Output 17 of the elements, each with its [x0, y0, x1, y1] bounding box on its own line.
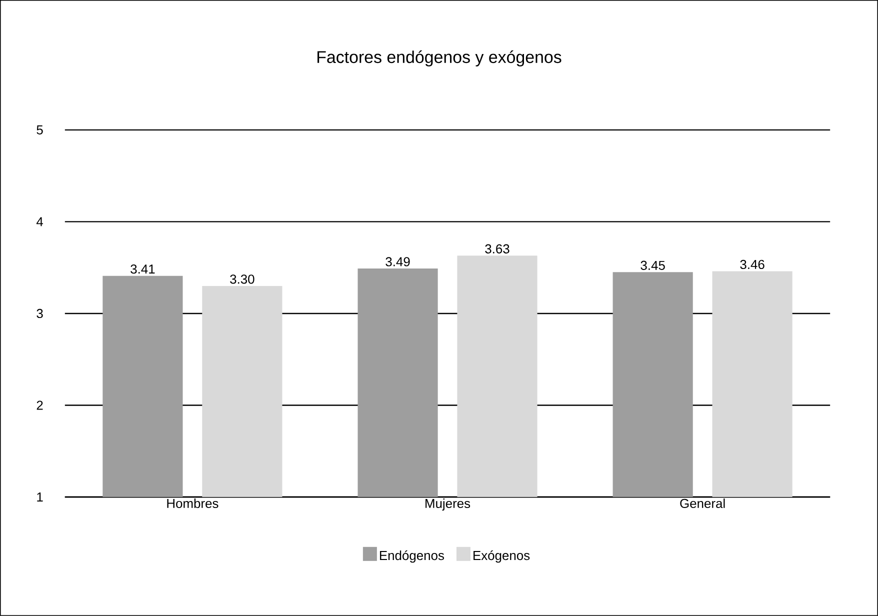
data-label: 3.49: [386, 257, 410, 266]
x-tick-label: Hombres: [167, 498, 218, 508]
y-tick-label: 5: [36, 125, 43, 134]
data-label: 3.46: [740, 260, 764, 270]
chart-title: Factores endógenos y exógenos: [317, 50, 562, 66]
x-tick-label: General: [680, 498, 725, 508]
y-tick-label: 4: [36, 217, 44, 226]
data-label: 3.45: [640, 260, 665, 270]
data-label: 3.63: [485, 244, 510, 254]
y-tick-label: 3: [36, 308, 43, 318]
data-label: 3.30: [230, 274, 254, 284]
legend-label: Exógenos: [474, 550, 530, 563]
x-tick-label: Mujeres: [426, 498, 470, 511]
data-label: 3.41: [130, 264, 155, 274]
legend-label: Endógenos: [380, 550, 444, 563]
y-tick-label: 2: [36, 400, 43, 410]
y-tick-label: 1: [37, 492, 43, 502]
